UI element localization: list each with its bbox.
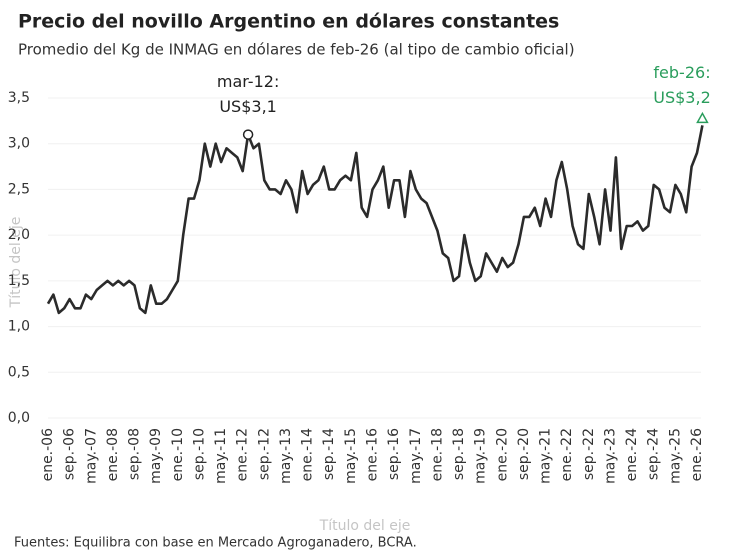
x-tick-label: sep.-24 [646, 428, 662, 480]
highlight-marker [696, 111, 709, 124]
x-tick-label: ene.-24 [624, 428, 640, 482]
source-note: Fuentes: Equilibra con base en Mercado A… [14, 536, 417, 551]
x-tick-label: ene.-18 [429, 428, 445, 481]
x-tick-label: sep.-12 [256, 428, 272, 480]
y-axis-title: Título del eje [8, 217, 24, 309]
y-tick-label: 2,5 [8, 181, 30, 197]
y-tick-label: 2,0 [8, 227, 30, 243]
y-tick-label: 1,0 [8, 319, 30, 335]
y-tick-label: 0,0 [8, 410, 30, 426]
annotation-date: mar-12: [217, 72, 279, 91]
data-line [46, 125, 704, 315]
x-tick-label: may.-21 [538, 428, 554, 484]
chart-subtitle: Promedio del Kg de INMAG en dólares de f… [18, 41, 575, 59]
y-tick-label: 0,5 [8, 364, 30, 380]
x-tick-label: may.-13 [278, 428, 294, 484]
x-tick-label: ene.-12 [235, 428, 251, 481]
x-tick-label: sep.-18 [451, 428, 467, 480]
x-tick-label: may.-07 [83, 428, 99, 484]
x-tick-label: ene.-08 [105, 428, 121, 481]
x-tick-label: sep.-16 [386, 428, 402, 480]
x-tick-label: sep.-14 [321, 428, 337, 480]
x-tick-label: ene.-16 [365, 428, 381, 482]
annotation-value: US$3,2 [653, 88, 711, 107]
x-tick-label: ene.-22 [559, 428, 575, 481]
x-tick-label: sep.-22 [581, 428, 597, 480]
x-tick-label: may.-19 [473, 428, 489, 484]
x-tick-label: sep.-20 [516, 428, 532, 480]
x-tick-label: ene.-14 [300, 428, 316, 482]
x-tick-label: may.-23 [602, 428, 618, 484]
annotation-date: feb-26: [653, 63, 710, 82]
x-tick-label: ene.-20 [494, 428, 510, 481]
x-axis-title: Título del eje [319, 518, 411, 534]
x-tick-label: may.-09 [148, 428, 164, 484]
chart-title: Precio del novillo Argentino en dólares … [18, 11, 559, 33]
y-tick-label: 3,5 [8, 90, 30, 106]
highlight-marker [242, 129, 254, 140]
x-tick-label: sep.-08 [127, 428, 143, 480]
x-tick-label: sep.-10 [191, 428, 207, 480]
y-tick-label: 1,5 [8, 273, 30, 289]
y-tick-label: 3,0 [8, 136, 30, 152]
x-tick-label: may.-11 [213, 428, 229, 484]
annotation-value: US$3,1 [219, 97, 277, 116]
x-tick-label: may.-25 [667, 428, 683, 484]
x-tick-label: ene.-26 [689, 428, 705, 482]
x-tick-label: ene.-10 [170, 428, 186, 481]
x-tick-label: ene.-06 [40, 428, 56, 482]
x-tick-label: sep.-06 [62, 428, 78, 480]
x-tick-label: may.-15 [343, 428, 359, 484]
x-tick-label: may.-17 [408, 428, 424, 484]
